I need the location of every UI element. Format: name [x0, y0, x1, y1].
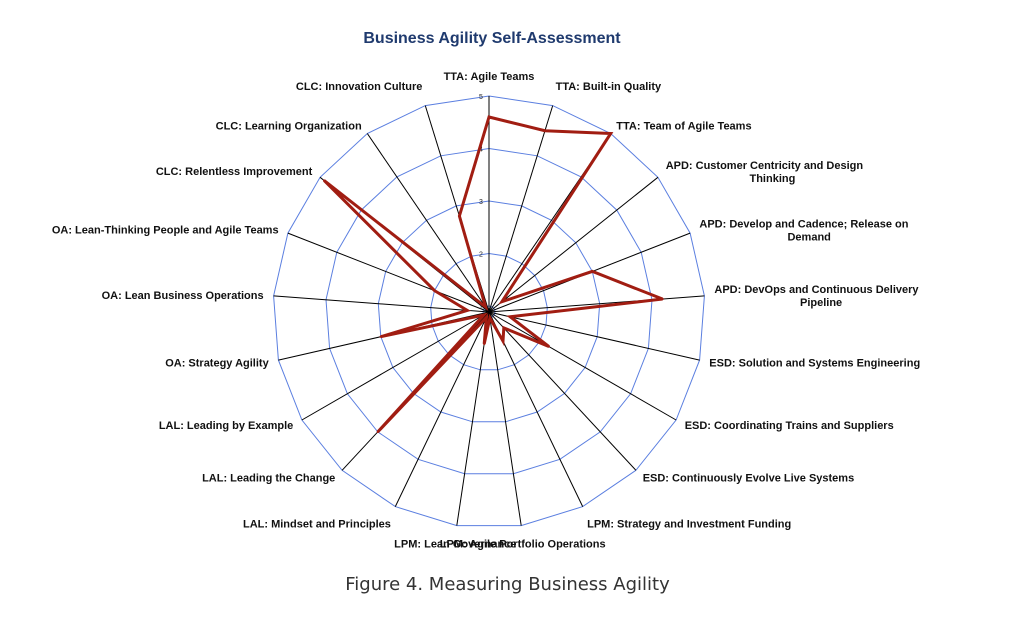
data-point: [482, 313, 485, 317]
radar-axis-labels: TTA: Agile Teams TTA: Built-in Quality TTA…: [52, 71, 920, 551]
data-point: [487, 115, 491, 119]
axis-label: APD: Customer Centricity and Design Think…: [666, 160, 864, 185]
axis-spoke: [301, 311, 490, 421]
data-point: [466, 309, 469, 312]
axis-label: OA: Lean-Thinking People and Agile Teams: [52, 224, 279, 236]
axis-spoke: [366, 133, 490, 313]
axis-label: OA: Strategy Agility: [165, 357, 269, 369]
series-line-0: [323, 115, 664, 433]
grid-ring-4: [325, 147, 653, 475]
axis-label: LAL: Leading the Change: [202, 473, 335, 485]
axis-spoke: [488, 311, 700, 361]
axis-label: LPM: Strategy and Investment Funding: [587, 519, 791, 531]
axis-spoke: [488, 311, 522, 526]
radar-grid: [273, 95, 705, 527]
data-point: [379, 335, 382, 338]
data-point: [483, 342, 486, 346]
grid-ring-5: [273, 95, 705, 527]
data-point: [591, 270, 594, 273]
axis-spoke: [273, 295, 490, 313]
grid-ring-2: [430, 252, 548, 371]
axis-spoke: [488, 311, 637, 471]
axis-spoke: [488, 311, 677, 421]
tick-label: 5: [479, 94, 483, 101]
data-point: [323, 179, 326, 182]
axis-label: OA: Lean Business Operations: [102, 290, 264, 302]
axis-label: CLC: Learning Organization: [216, 120, 362, 132]
axis-label: APD: DevOps and Continuous Delivery Pipel…: [714, 284, 919, 309]
axis-spoke: [488, 176, 659, 313]
axis-label: TTA: Agile Teams: [444, 71, 535, 83]
data-point: [661, 297, 664, 301]
data-point: [609, 132, 612, 135]
grid-ring-3: [377, 200, 601, 423]
tick-label: 4: [479, 147, 483, 154]
axis-spoke: [456, 311, 490, 526]
data-point: [547, 345, 550, 348]
axis-label: LAL: Leading by Example: [159, 420, 293, 432]
axis-label: ESD: Coordinating Trains and Suppliers: [685, 420, 894, 432]
radar-series: [323, 115, 664, 434]
chart-title: Business Agility Self-Assessment: [363, 30, 621, 47]
tick-label: 3: [479, 199, 483, 206]
axis-spoke: [394, 311, 490, 507]
axis-label: ESD: Solution and Systems Engineering: [709, 357, 920, 369]
axis-label: CLC: Relentless Improvement: [156, 166, 313, 178]
data-point: [376, 430, 379, 434]
data-point: [458, 214, 461, 218]
axis-label: TTA: Team of Agile Teams: [616, 120, 751, 132]
tick-label: 1: [479, 304, 483, 311]
data-point: [543, 129, 547, 132]
data-point: [501, 339, 505, 343]
radar-tick-labels: 1 2 3 4 5: [479, 94, 483, 311]
data-point: [500, 300, 504, 303]
axis-label: APD: Develop and Cadence; Release on Dema…: [699, 218, 908, 243]
data-point: [484, 305, 487, 309]
axis-label: TTA: Built-in Quality: [556, 81, 662, 93]
data-point: [509, 315, 512, 318]
axis-label: LAL: Mindset and Principles: [243, 519, 391, 531]
data-point: [502, 326, 505, 330]
axis-spoke: [488, 105, 554, 313]
axis-spoke: [488, 295, 705, 313]
axis-spoke: [488, 311, 584, 507]
tick-label: 2: [479, 252, 483, 259]
axis-label: ESD: Continuously Evolve Live Systems: [643, 473, 855, 485]
axis-label: CLC: Innovation Culture: [296, 81, 423, 93]
axis-label: LPM: Lean Governance: [394, 539, 516, 551]
data-point: [485, 316, 488, 319]
data-point: [433, 289, 436, 292]
data-point: [488, 316, 492, 320]
axis-spoke: [287, 232, 490, 313]
radar-spokes: [273, 96, 705, 526]
radar-chart: Business Agility Self-Assessment 1 2 3 4 5 T…: [52, 30, 920, 551]
axis-label: LPM: Agile Portfolio Operations: [440, 539, 606, 551]
figure-caption: Figure 4. Measuring Business Agility: [345, 574, 670, 595]
